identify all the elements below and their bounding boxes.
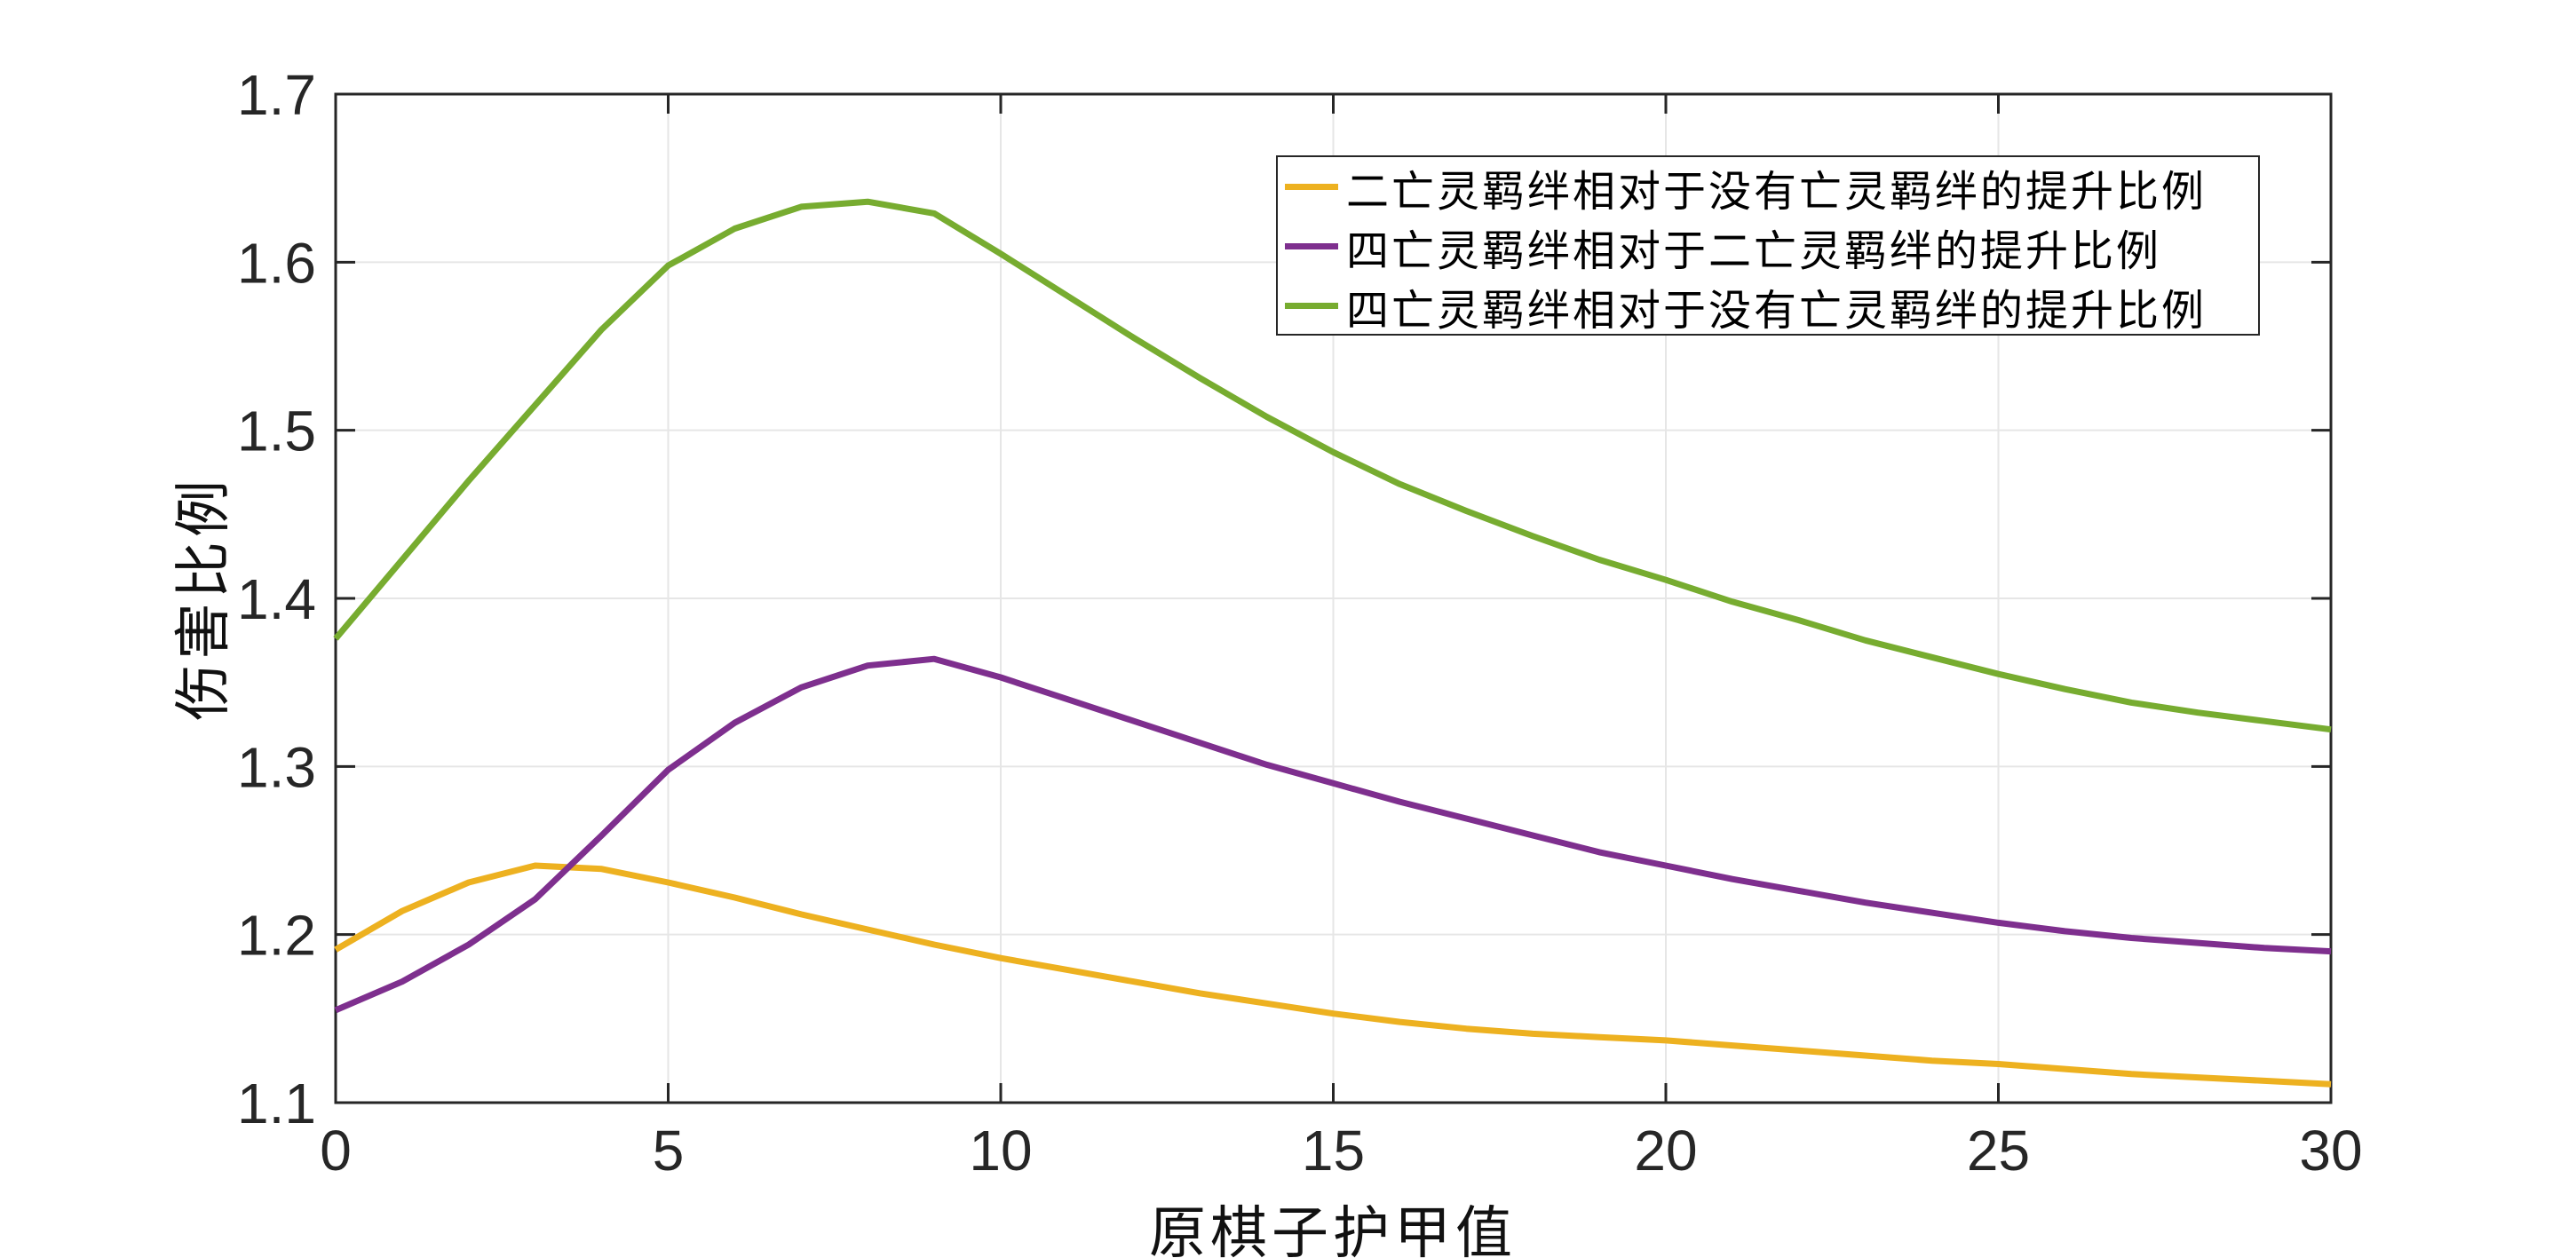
y-tick-label: 1.4 xyxy=(237,567,316,631)
legend-line-sample-orange xyxy=(1285,184,1338,190)
series-line-0 xyxy=(334,862,2332,1088)
y-tick-label: 1.6 xyxy=(237,231,316,295)
legend-line-sample-green xyxy=(1285,303,1338,309)
series-line-2 xyxy=(333,198,2332,733)
legend-item-label: 四亡灵羁绊相对于二亡灵羁绊的提升比例 xyxy=(1346,227,2162,275)
legend-item: 二亡灵羁绊相对于没有亡灵羁绊的提升比例 xyxy=(1278,157,2258,217)
legend-item-label: 四亡灵羁绊相对于没有亡灵羁绊的提升比例 xyxy=(1346,287,2207,335)
x-tick-label: 20 xyxy=(1634,1119,1697,1183)
x-tick-label: 10 xyxy=(969,1119,1032,1183)
x-tick-label: 30 xyxy=(2299,1119,2362,1183)
series-line-1 xyxy=(334,655,2332,1014)
y-tick-label: 1.3 xyxy=(237,735,316,799)
legend-item: 四亡灵羁绊相对于二亡灵羁绊的提升比例 xyxy=(1278,217,2258,276)
x-tick-label: 0 xyxy=(320,1119,352,1183)
x-tick-label: 15 xyxy=(1302,1119,1365,1183)
y-tick-label: 1.1 xyxy=(237,1072,316,1135)
y-tick-label: 1.7 xyxy=(237,63,316,127)
y-axis-label: 伤害比例 xyxy=(172,476,235,721)
legend-line-sample-purple xyxy=(1285,243,1338,249)
legend-item: 四亡灵羁绊相对于没有亡灵羁绊的提升比例 xyxy=(1278,276,2258,336)
x-axis-label: 原棋子护甲值 xyxy=(1149,1202,1517,1258)
x-tick-label: 25 xyxy=(1967,1119,2030,1183)
y-tick-label: 1.5 xyxy=(237,400,316,463)
y-tick-label: 1.2 xyxy=(237,904,316,968)
legend: 二亡灵羁绊相对于没有亡灵羁绊的提升比例 四亡灵羁绊相对于二亡灵羁绊的提升比例 四… xyxy=(1276,155,2260,336)
x-tick-label: 5 xyxy=(653,1119,685,1183)
legend-item-label: 二亡灵羁绊相对于没有亡灵羁绊的提升比例 xyxy=(1346,168,2207,216)
